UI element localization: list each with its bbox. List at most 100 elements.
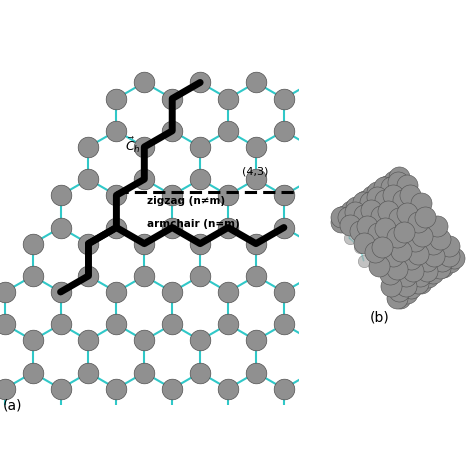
Point [280,224,288,231]
Point [168,385,176,392]
Point [436,242,444,250]
Point [374,189,381,196]
Point [396,294,403,301]
Point [414,218,422,226]
Point [393,273,401,280]
Point [418,279,425,286]
Point [362,197,369,205]
Point [280,127,288,135]
Point [396,214,403,222]
Point [351,218,359,226]
Point [375,262,383,270]
Point [373,193,381,201]
Point [377,212,385,219]
Point [406,199,414,207]
Point [406,232,414,239]
Text: (b): (b) [369,311,389,325]
Point [196,369,204,376]
Point [168,288,176,296]
Point [196,337,204,344]
Point [351,209,359,216]
Point [57,288,64,296]
Point [411,280,419,287]
Point [403,250,411,258]
Point [390,252,397,260]
Point [421,213,429,220]
Point [403,289,410,296]
Point [1,320,9,328]
Point [436,264,444,272]
Point [409,267,417,275]
Point [446,259,454,266]
Text: $\vec{C}_h$: $\vec{C}_h$ [125,136,141,155]
Point [360,225,368,232]
Point [363,238,371,246]
Point [397,247,404,255]
Point [168,95,176,102]
Point [140,143,148,151]
Point [439,264,447,271]
Point [414,280,422,287]
Point [29,337,36,344]
Point [168,320,176,328]
Point [422,253,429,260]
Point [280,95,288,102]
Point [407,285,415,292]
Point [387,183,395,191]
Point [168,191,176,199]
Point [360,211,368,219]
Point [85,272,92,280]
Point [393,233,401,240]
Point [196,143,204,151]
Point [410,273,418,280]
Point [396,283,403,290]
Point [224,385,232,392]
Point [414,257,422,265]
Point [168,127,176,135]
Point [386,271,393,278]
Point [252,175,260,183]
Point [113,224,120,231]
Point [140,240,148,247]
Point [371,248,379,255]
Point [113,385,120,392]
Point [280,288,288,296]
Point [140,369,148,376]
Point [407,255,415,263]
Point [340,212,347,219]
Point [438,257,446,265]
Point [344,223,352,230]
Point [399,237,407,245]
Point [366,199,374,206]
Point [403,181,411,189]
Point [421,222,428,229]
Point [1,385,9,392]
Text: zigzag (n≠m): zigzag (n≠m) [146,196,225,206]
Point [196,240,204,247]
Point [390,177,398,184]
Point [378,243,386,251]
Point [224,127,232,135]
Point [352,204,359,211]
Point [113,127,120,135]
Point [431,253,438,260]
Point [85,175,92,183]
Point [425,270,433,277]
Point [252,143,260,151]
Point [280,320,288,328]
Point [57,385,64,392]
Point [252,337,260,344]
Point [196,175,204,183]
Point [395,288,402,295]
Point [400,267,408,275]
Point [416,273,424,280]
Point [113,95,120,102]
Point [436,235,444,243]
Point [388,288,396,295]
Point [414,250,422,258]
Point [445,252,453,260]
Point [390,295,397,302]
Point [346,221,353,229]
Point [224,95,232,102]
Point [438,252,446,260]
